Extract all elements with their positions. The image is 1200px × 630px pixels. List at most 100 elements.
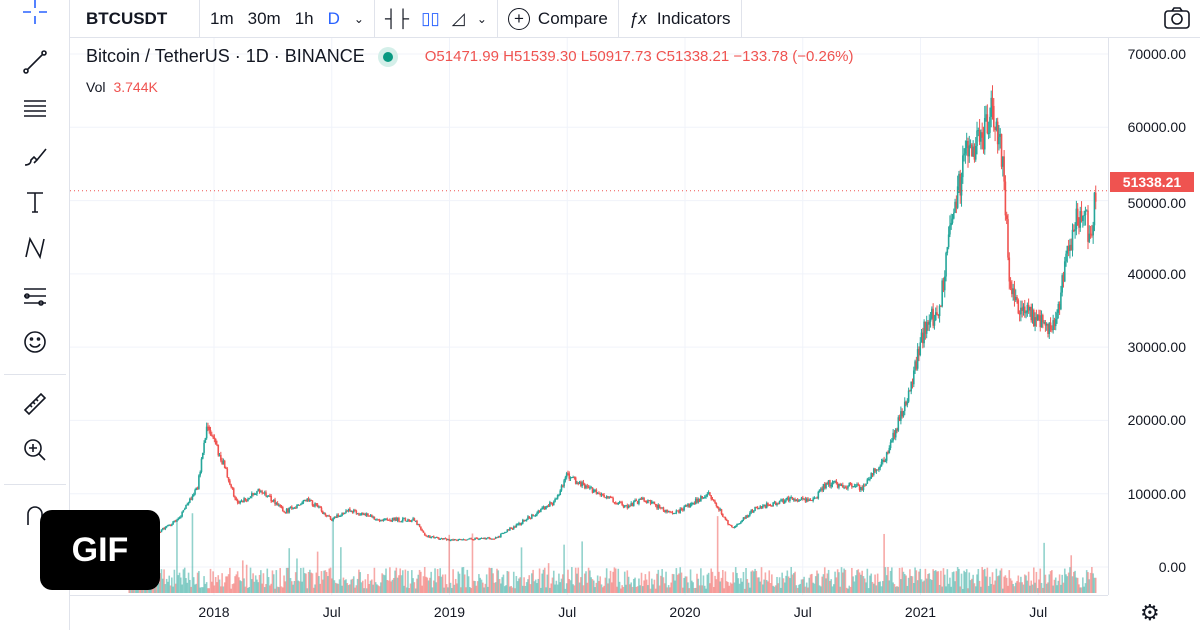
ruler-icon[interactable] (17, 386, 53, 422)
ohlc-values: O51471.99 H51539.30 L50917.73 C51338.21 … (425, 48, 854, 65)
candle-down (1008, 257, 1011, 282)
candle-up (515, 524, 518, 528)
volume-bar (394, 570, 396, 593)
volume-bar (1048, 574, 1051, 593)
volume-bar (867, 588, 870, 593)
candle-up (691, 503, 693, 505)
interval-30m[interactable]: 30m (247, 8, 281, 28)
candle-down (355, 510, 358, 514)
volume-bar (371, 579, 373, 593)
candle-up (480, 537, 483, 539)
candle-down (334, 516, 337, 518)
candle-up (581, 482, 583, 487)
emoji-icon[interactable] (17, 324, 53, 360)
interval-d[interactable]: D (327, 8, 340, 28)
volume-bar (718, 571, 720, 593)
candle-up (679, 508, 682, 513)
volume-bar (169, 585, 172, 593)
volume-bar (422, 576, 425, 593)
candle-up (976, 130, 978, 147)
candle-up (555, 498, 558, 500)
candle-down (378, 520, 381, 522)
price-axis[interactable]: 70000.00 60000.00 50000.00 40000.00 30000.00… (1108, 38, 1200, 595)
fib-retracement-icon[interactable] (17, 90, 53, 126)
candle-down (710, 495, 712, 499)
compare-button[interactable]: + Compare (498, 0, 619, 38)
price-tick-label: 30000.00 (1127, 339, 1186, 356)
candle-down (660, 507, 662, 509)
camera-icon[interactable] (1162, 4, 1192, 32)
volume-bar (959, 586, 962, 593)
candle-up (565, 473, 568, 478)
candle-down (470, 538, 472, 540)
zoom-in-icon[interactable] (17, 432, 53, 468)
candle-up (185, 505, 187, 509)
candle-up (808, 499, 811, 501)
volume-bar (254, 575, 257, 593)
time-axis[interactable]: 2018 Jul 2019 Jul 2020 Jul 2021 Jul (70, 595, 1108, 630)
candle-down (226, 468, 229, 478)
candle-up (380, 520, 382, 522)
price-chart[interactable] (70, 38, 1108, 595)
interval-1m[interactable]: 1m (210, 8, 234, 28)
volume-bar (981, 567, 983, 593)
volume-bar (925, 578, 928, 593)
candle-up (200, 458, 203, 472)
candle-up (201, 452, 204, 459)
chart-type-selector: ┤├ ▯▯ ◿ ⌄ (375, 0, 498, 38)
interval-1h[interactable]: 1h (294, 8, 314, 28)
crosshair-icon[interactable] (17, 0, 53, 30)
candle-up (985, 114, 987, 118)
candle-up (639, 498, 642, 500)
candle-up (630, 503, 632, 506)
volume-bar (367, 573, 369, 593)
area-icon[interactable]: ◿ (451, 8, 465, 28)
volume-bar (176, 521, 178, 593)
volume-bar (1058, 574, 1061, 593)
volume-bar (230, 588, 232, 593)
trend-line-icon[interactable] (17, 44, 53, 80)
candle-down (507, 529, 510, 531)
brush-icon[interactable] (17, 137, 53, 173)
candle-up (303, 500, 306, 502)
volume-bar (493, 582, 496, 593)
volume-bar (218, 579, 221, 593)
candle-down (209, 430, 212, 436)
chevron-down-icon[interactable]: ⌄ (476, 11, 487, 26)
volume-bar (725, 581, 728, 593)
volume-bar (431, 587, 434, 593)
settings-gear-icon[interactable]: ⚙ (1140, 600, 1160, 625)
pattern-icon[interactable] (17, 230, 53, 266)
volume-bar (435, 582, 438, 593)
volume-bar (983, 568, 986, 593)
volume-bar (221, 573, 223, 593)
candle-up (1093, 192, 1096, 226)
candle-up (292, 508, 294, 510)
candle-up (253, 494, 256, 496)
text-icon[interactable] (17, 184, 53, 220)
volume-bar (413, 582, 416, 593)
candle-down (595, 489, 598, 494)
candle-down (1076, 208, 1079, 226)
candles-icon[interactable]: ▯▯ (421, 8, 440, 28)
bars-icon[interactable]: ┤├ (384, 8, 410, 28)
indicators-button[interactable]: ƒx Indicators (619, 0, 742, 38)
symbol-search[interactable]: BTCUSDT (70, 0, 200, 38)
prediction-icon[interactable] (17, 278, 53, 314)
chevron-down-icon[interactable]: ⌄ (353, 11, 364, 26)
volume-bar (309, 569, 311, 593)
candle-down (771, 505, 773, 507)
volume-bar (192, 577, 195, 593)
candle-up (431, 536, 434, 538)
volume-bar (1092, 573, 1094, 593)
candle-down (408, 519, 411, 522)
volume-bar (989, 576, 991, 593)
volume-bar (492, 573, 494, 593)
volume-bar (227, 574, 230, 593)
volume-bar (586, 582, 589, 593)
candle-down (649, 500, 652, 504)
candle-up (1034, 317, 1036, 327)
volume-bar (281, 587, 284, 593)
volume-bar (520, 547, 523, 593)
volume-bar (389, 567, 391, 593)
